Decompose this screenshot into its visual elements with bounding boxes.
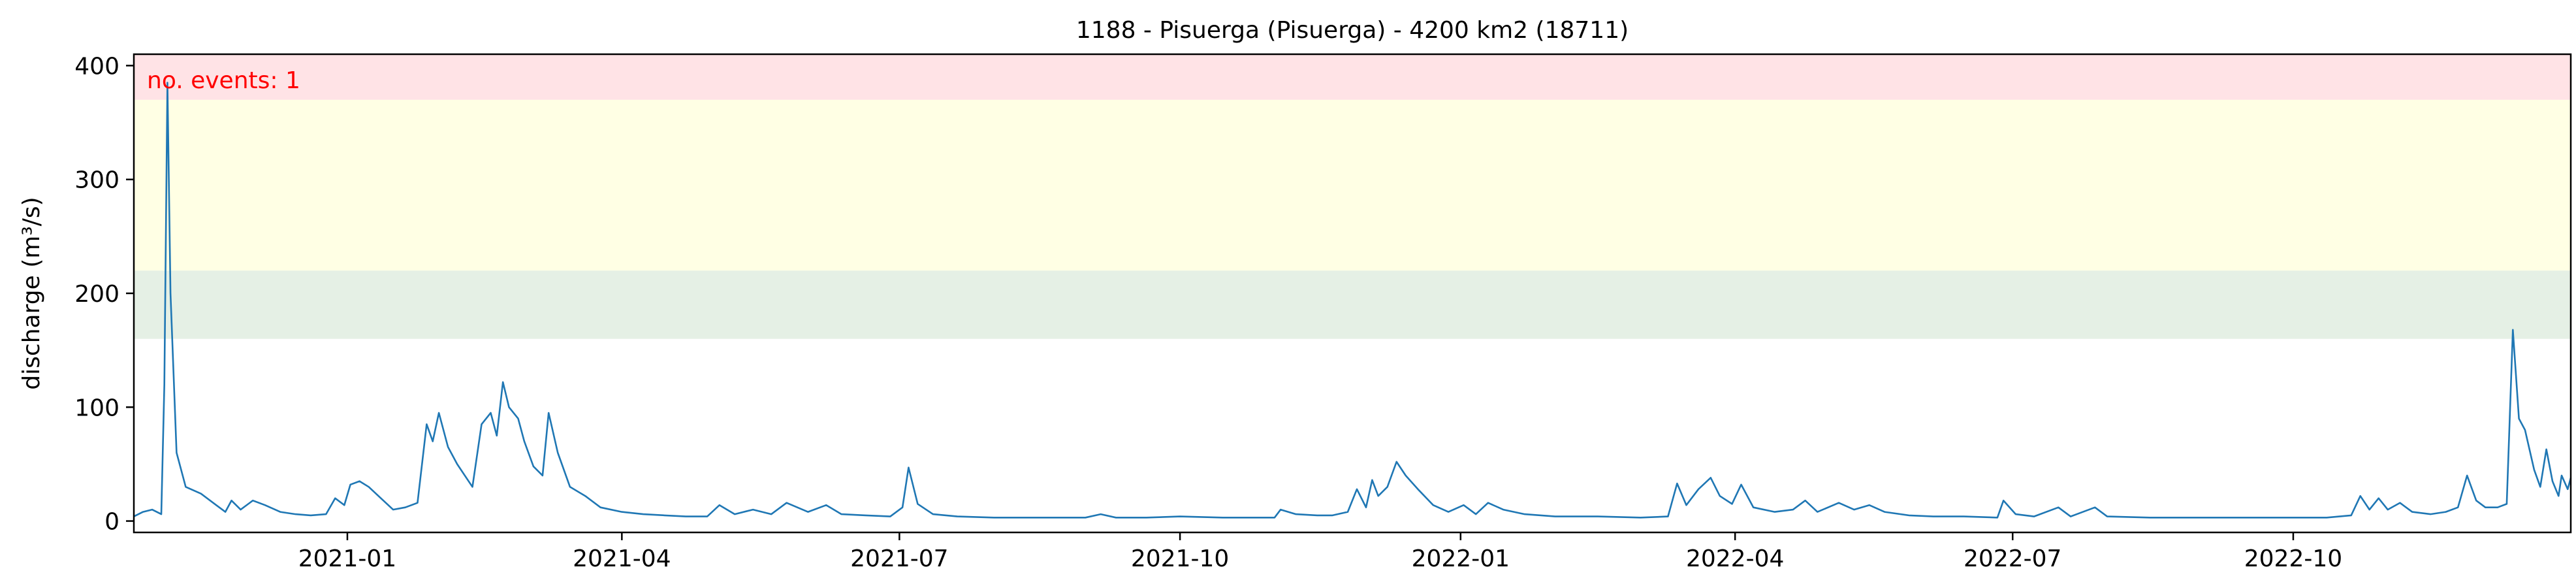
y-tick-label: 100 [74, 395, 119, 421]
x-tick-label: 2022-04 [1686, 545, 1784, 569]
y-tick-label: 0 [104, 509, 119, 536]
y-tick-label: 300 [74, 167, 119, 194]
x-tick-label: 2021-04 [573, 545, 671, 569]
y-axis-label: discharge (m³/s) [18, 197, 45, 389]
x-tick-label: 2022-07 [1964, 545, 2061, 569]
x-tick-label: 2022-10 [2244, 545, 2342, 569]
x-tick-label: 2021-07 [850, 545, 948, 569]
x-axis: 2021-01 2021-04 2021-07 2021-10 2022-01 2022-… [298, 532, 2342, 569]
threshold-band-1 [134, 99, 2571, 271]
threshold-bands [134, 54, 2571, 339]
y-axis: 0 100 200 300 400 [74, 53, 134, 536]
threshold-band-0 [134, 270, 2571, 339]
y-tick-label: 400 [74, 53, 119, 80]
y-tick-label: 200 [74, 281, 119, 308]
events-annotation: no. events: 1 [147, 67, 300, 94]
threshold-band-2 [134, 54, 2571, 100]
chart-title: 1188 - Pisuerga (Pisuerga) - 4200 km2 (1… [1076, 17, 1629, 44]
series-layer [133, 82, 2572, 519]
x-tick-label: 2021-01 [298, 545, 396, 569]
x-tick-label: 2021-10 [1131, 545, 1229, 569]
series-line-0 [133, 82, 2572, 519]
x-tick-label: 2022-01 [1412, 545, 1510, 569]
